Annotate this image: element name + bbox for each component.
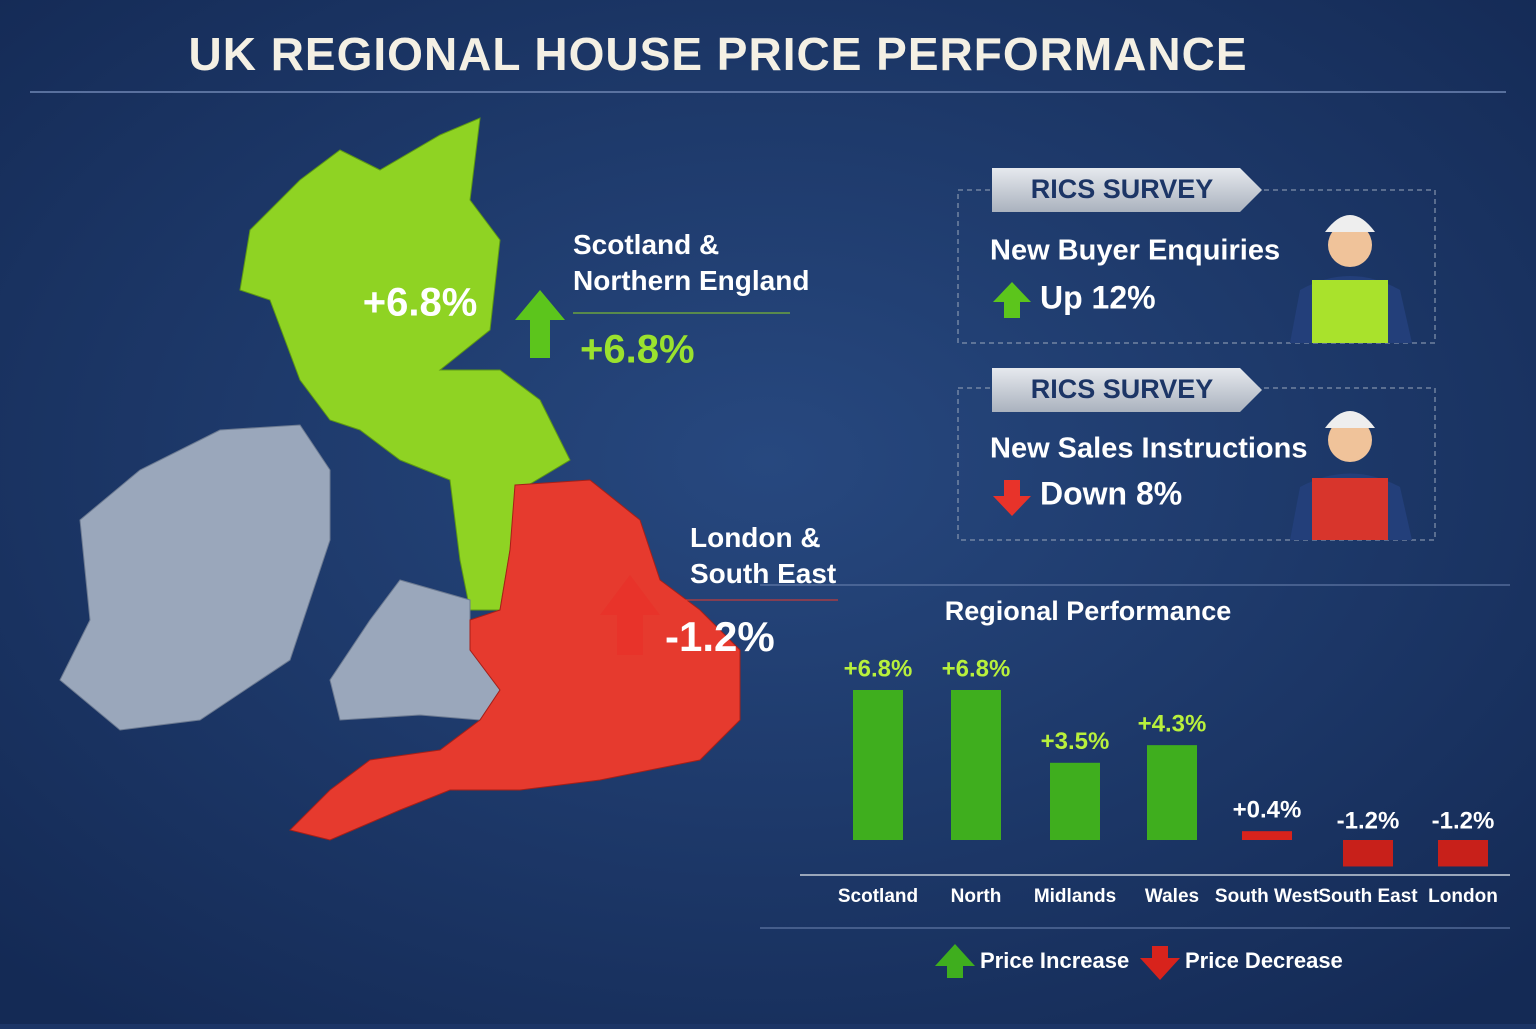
worker-icon — [1312, 478, 1388, 540]
card-header: RICS SURVEY — [1031, 374, 1214, 404]
survey-change: Down 8% — [1040, 475, 1182, 511]
region-name: Scotland & Northern England — [573, 229, 809, 296]
x-tick-label: Wales — [1145, 886, 1199, 907]
legend-swatch — [935, 944, 975, 978]
chart-title: Regional Performance — [945, 596, 1232, 626]
region-south — [289, 479, 741, 841]
x-tick-label: Midlands — [1034, 886, 1116, 907]
card-header: RICS SURVEY — [1031, 174, 1214, 204]
x-tick-label: London — [1428, 886, 1498, 907]
value-label: +3.5% — [1041, 728, 1110, 755]
down-arrow — [993, 480, 1031, 516]
survey-metric: New Buyer Enquiries — [990, 235, 1280, 267]
up-arrow — [600, 575, 660, 655]
worker-icon — [1328, 418, 1372, 462]
legend-swatch — [1140, 946, 1180, 980]
region-change: -1.2% — [665, 613, 775, 660]
survey-metric: New Sales Instructions — [990, 433, 1308, 465]
value-label: +6.8% — [942, 655, 1011, 682]
bar — [1343, 840, 1393, 867]
x-tick-label: Scotland — [838, 886, 918, 907]
value-label: +0.4% — [1233, 797, 1302, 824]
ireland — [59, 424, 331, 731]
bar-chart: +6.8% Scotland +6.8% North +3.5% Midlands +4.3… — [838, 655, 1498, 980]
value-label: +6.8% — [844, 655, 913, 682]
survey-card: RICS SURVEY New Buyer Enquiries Up 12% — [957, 168, 1436, 344]
legend-label: Price Increase — [980, 948, 1129, 973]
legend-label: Price Decrease — [1185, 948, 1343, 973]
bar — [1438, 840, 1488, 867]
up-arrow — [515, 290, 565, 358]
value-label: +4.3% — [1138, 710, 1207, 737]
value-label: -1.2% — [1337, 807, 1400, 834]
region-change: +6.8% — [580, 328, 695, 372]
worker-icon — [1325, 411, 1375, 428]
map-label: +6.8% — [363, 281, 478, 325]
card-header-bg — [992, 168, 1262, 212]
bar — [951, 690, 1001, 840]
x-tick-label: South West — [1215, 886, 1320, 907]
worker-icon — [1312, 280, 1388, 343]
page-title: UK Regional House Price Performance — [188, 28, 1247, 80]
survey-card: RICS SURVEY New Sales Instructions Down … — [957, 368, 1436, 541]
value-label: -1.2% — [1432, 807, 1495, 834]
bar — [1242, 831, 1292, 840]
bar — [1147, 745, 1197, 840]
bar — [1050, 762, 1100, 840]
survey-change: Up 12% — [1040, 279, 1156, 315]
worker-icon — [1325, 215, 1375, 232]
up-arrow — [993, 282, 1031, 318]
worker-icon — [1328, 223, 1372, 267]
bar — [853, 690, 903, 840]
region-name: London & South East — [690, 522, 836, 589]
card-header-bg — [992, 368, 1262, 412]
x-tick-label: South East — [1318, 886, 1418, 907]
x-tick-label: North — [951, 886, 1002, 907]
